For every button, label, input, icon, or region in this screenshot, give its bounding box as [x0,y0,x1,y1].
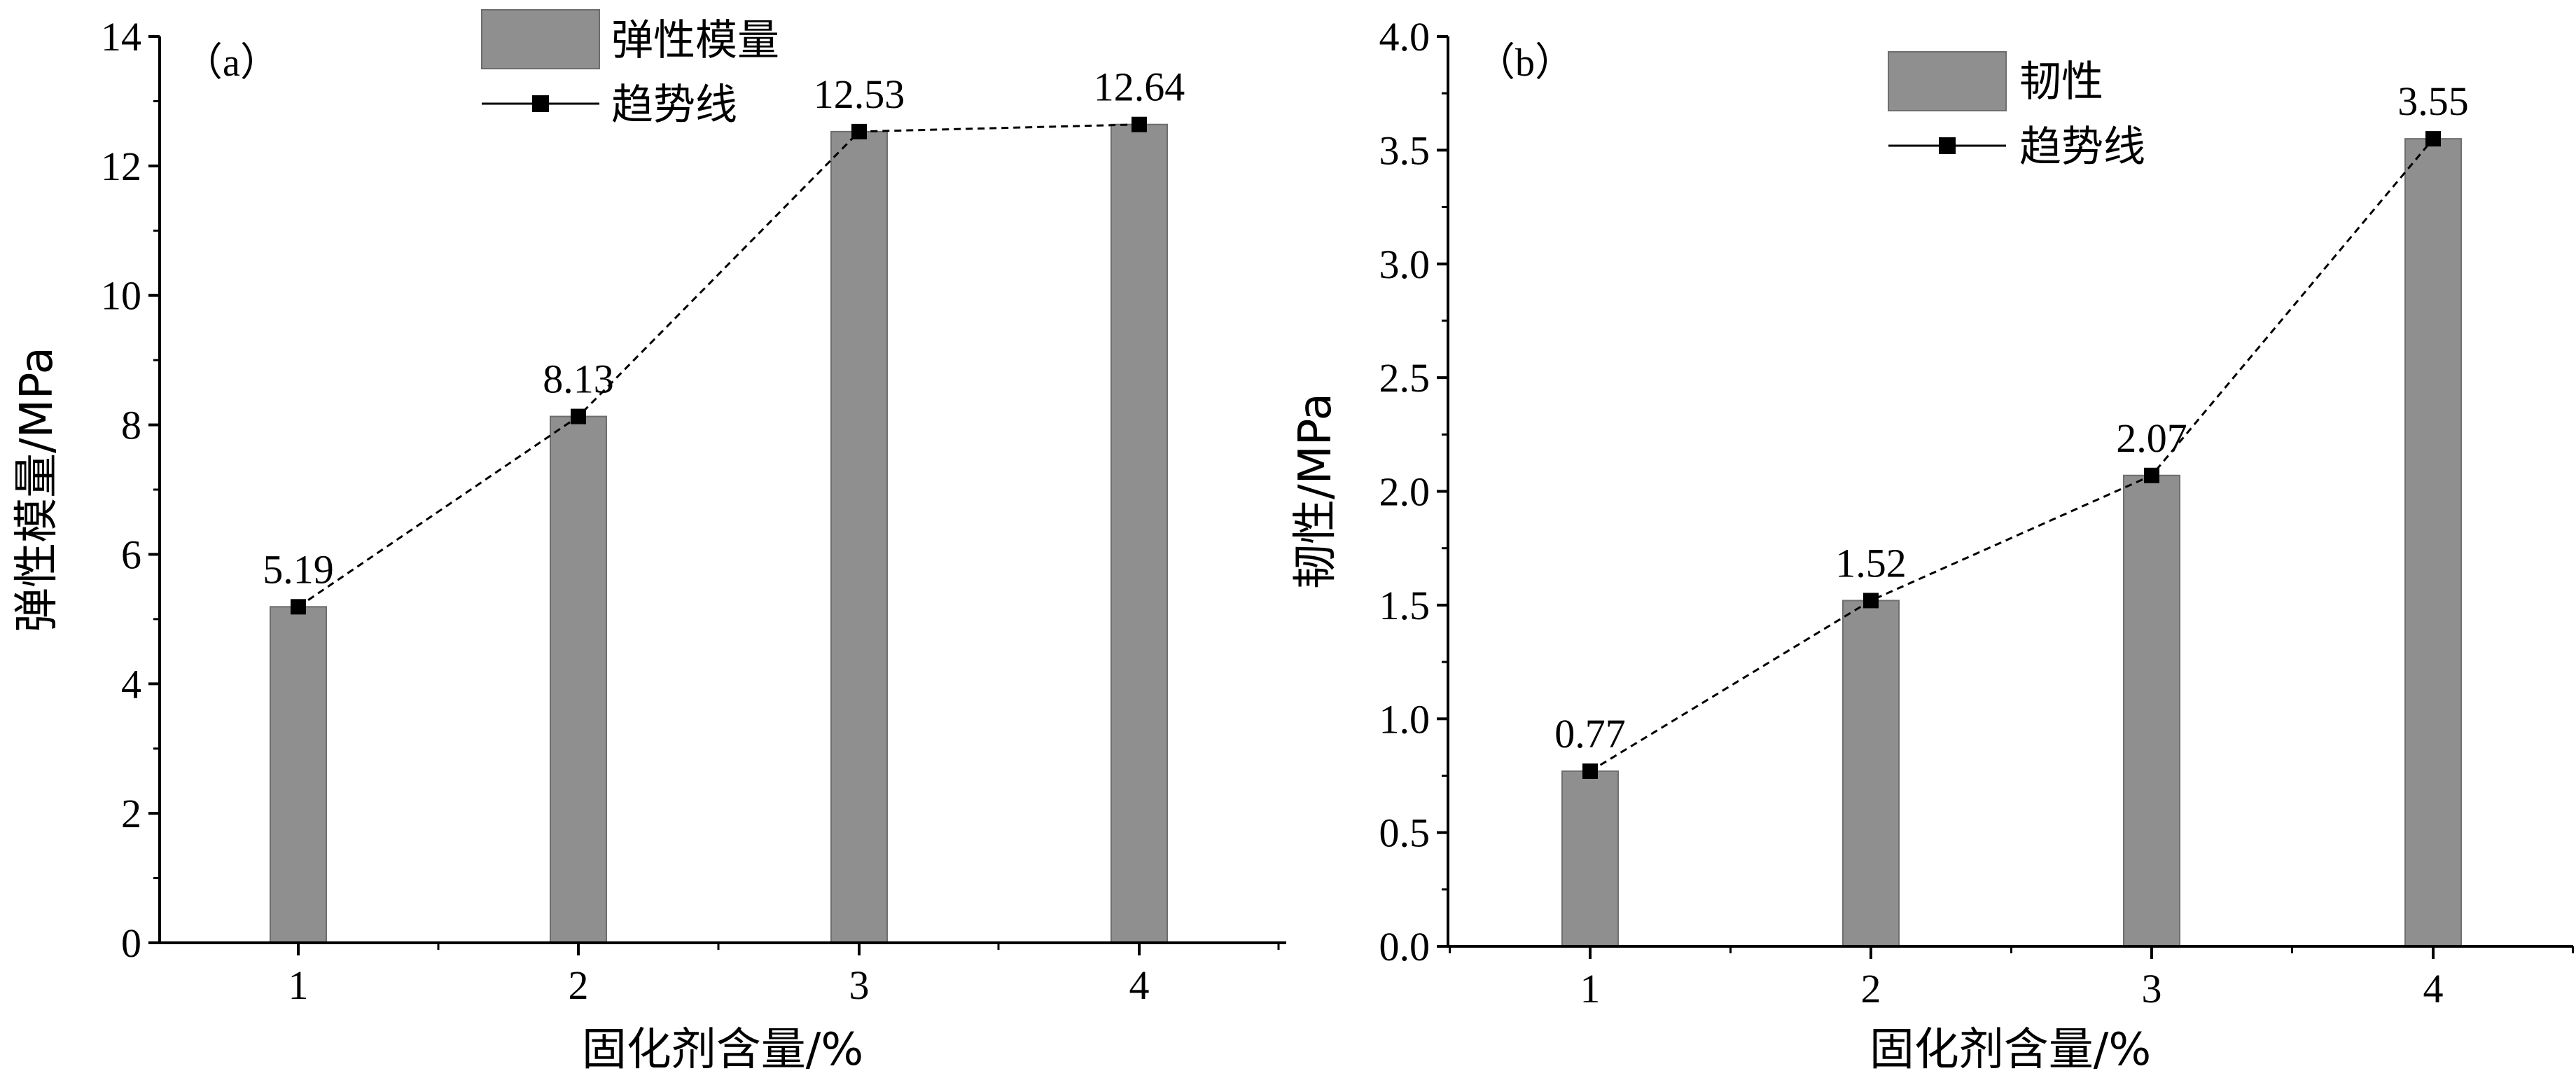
data-label-a-3: 12.53 [814,71,905,117]
legend-label-line-a: 趋势线 [611,81,737,130]
chart-panel-b: （b） 0.77 1.52 2.07 3.55 0.0 0.5 1.0 1.5 2.0 2.5 3… [1290,14,2574,1076]
x-tick-label-a: 1 [288,962,309,1008]
data-label-b-2: 1.52 [1835,540,1907,586]
trend-marker-b-4 [2425,131,2441,147]
x-ticks-b: 1 2 3 4 [1449,946,2574,1011]
y-ticks-b: 0.0 0.5 1.0 1.5 2.0 2.5 3.0 3.5 4.0 [1379,14,1448,969]
trend-line-group-b [1582,131,2441,779]
bar-b-1 [1561,770,1619,947]
data-label-b-4: 3.55 [2397,78,2469,124]
x-tick-label-b: 3 [2142,966,2162,1011]
trend-marker-a-4 [1132,116,1147,132]
bar-a-3 [830,130,888,944]
data-label-a-4: 12.64 [1094,64,1185,110]
panel-label-b: （b） [1476,41,1574,85]
x-axis-title-b: 固化剂含量/% [1870,1024,2151,1076]
x-ticks-a: 1 2 3 4 [288,943,1280,1008]
data-label-group-a: 5.19 8.13 12.53 12.64 [263,64,1185,593]
bar-a-1 [270,606,327,944]
y-tick-label-b: 3.0 [1379,242,1430,287]
x-tick-label-b: 2 [1861,966,1881,1011]
bar-a-4 [1111,123,1168,944]
legend-label-bar-a: 弹性模量 [611,16,779,65]
bar-a-2 [550,415,607,944]
y-tick-label-b: 2.0 [1379,469,1430,515]
y-tick-label-b: 0.0 [1379,924,1430,969]
y-tick-label-b: 0.5 [1379,810,1430,856]
x-tick-label-a: 4 [1129,962,1150,1008]
trend-marker-a-2 [571,408,586,424]
data-label-group-b: 0.77 1.52 2.07 3.55 [1554,78,2469,756]
y-tick-label-a: 14 [101,14,141,60]
x-tick-label-b: 1 [1580,966,1601,1011]
legend-label-bar-b: 韧性 [2019,57,2103,106]
bar-group-b [1561,138,2462,948]
trend-marker-a-1 [291,599,306,615]
x-tick-label-a: 2 [569,962,589,1008]
trend-marker-a-3 [851,123,867,139]
y-tick-label-a: 12 [101,144,141,189]
legend-swatch-bar-a [481,9,600,69]
data-label-a-2: 8.13 [543,357,614,402]
y-tick-label-b: 1.0 [1379,696,1430,742]
y-tick-label-b: 4.0 [1379,14,1430,60]
x-axis-title-a: 固化剂含量/% [582,1024,863,1076]
trend-marker-b-2 [1863,593,1879,609]
y-axis-title-a: 弹性模量/MPa [11,347,63,633]
x-tick-label-b: 4 [2423,966,2444,1011]
legend-swatch-bar-b [1888,51,2007,111]
trend-line-group-a [291,116,1147,615]
data-label-b-3: 2.07 [2116,415,2187,461]
y-tick-label-a: 0 [121,920,141,966]
y-tick-label-a: 8 [121,403,141,448]
bar-group-a [270,123,1168,944]
trend-marker-b-3 [2144,467,2159,483]
y-tick-label-b: 1.5 [1379,583,1430,628]
trend-line-b [1589,138,2435,773]
y-tick-label-a: 10 [101,273,141,319]
bar-b-2 [1842,600,1900,947]
trend-marker-b-1 [1582,763,1598,779]
data-label-b-1: 0.77 [1554,711,1626,756]
y-tick-label-a: 6 [121,532,141,577]
legend-marker-a [532,95,549,112]
bar-b-3 [2123,474,2180,947]
bar-b-4 [2404,138,2462,948]
y-tick-label-a: 4 [121,661,141,707]
y-ticks-a: 0 2 4 6 8 10 12 14 [101,14,160,966]
y-axis-title-b: 韧性/MPa [1290,393,1342,589]
panel-label-a: （a） [183,41,279,85]
trend-line-a [298,123,1140,608]
legend-label-line-b: 趋势线 [2019,123,2145,172]
legend-marker-b [1939,137,1956,154]
data-label-a-1: 5.19 [263,546,334,592]
y-tick-label-b: 3.5 [1379,127,1430,173]
y-tick-label-b: 2.5 [1379,355,1430,401]
legend-b: 韧性 趋势线 [1888,51,2145,172]
legend-a: 弹性模量 趋势线 [481,9,779,130]
y-tick-label-a: 2 [121,791,141,836]
x-tick-label-a: 3 [849,962,870,1008]
